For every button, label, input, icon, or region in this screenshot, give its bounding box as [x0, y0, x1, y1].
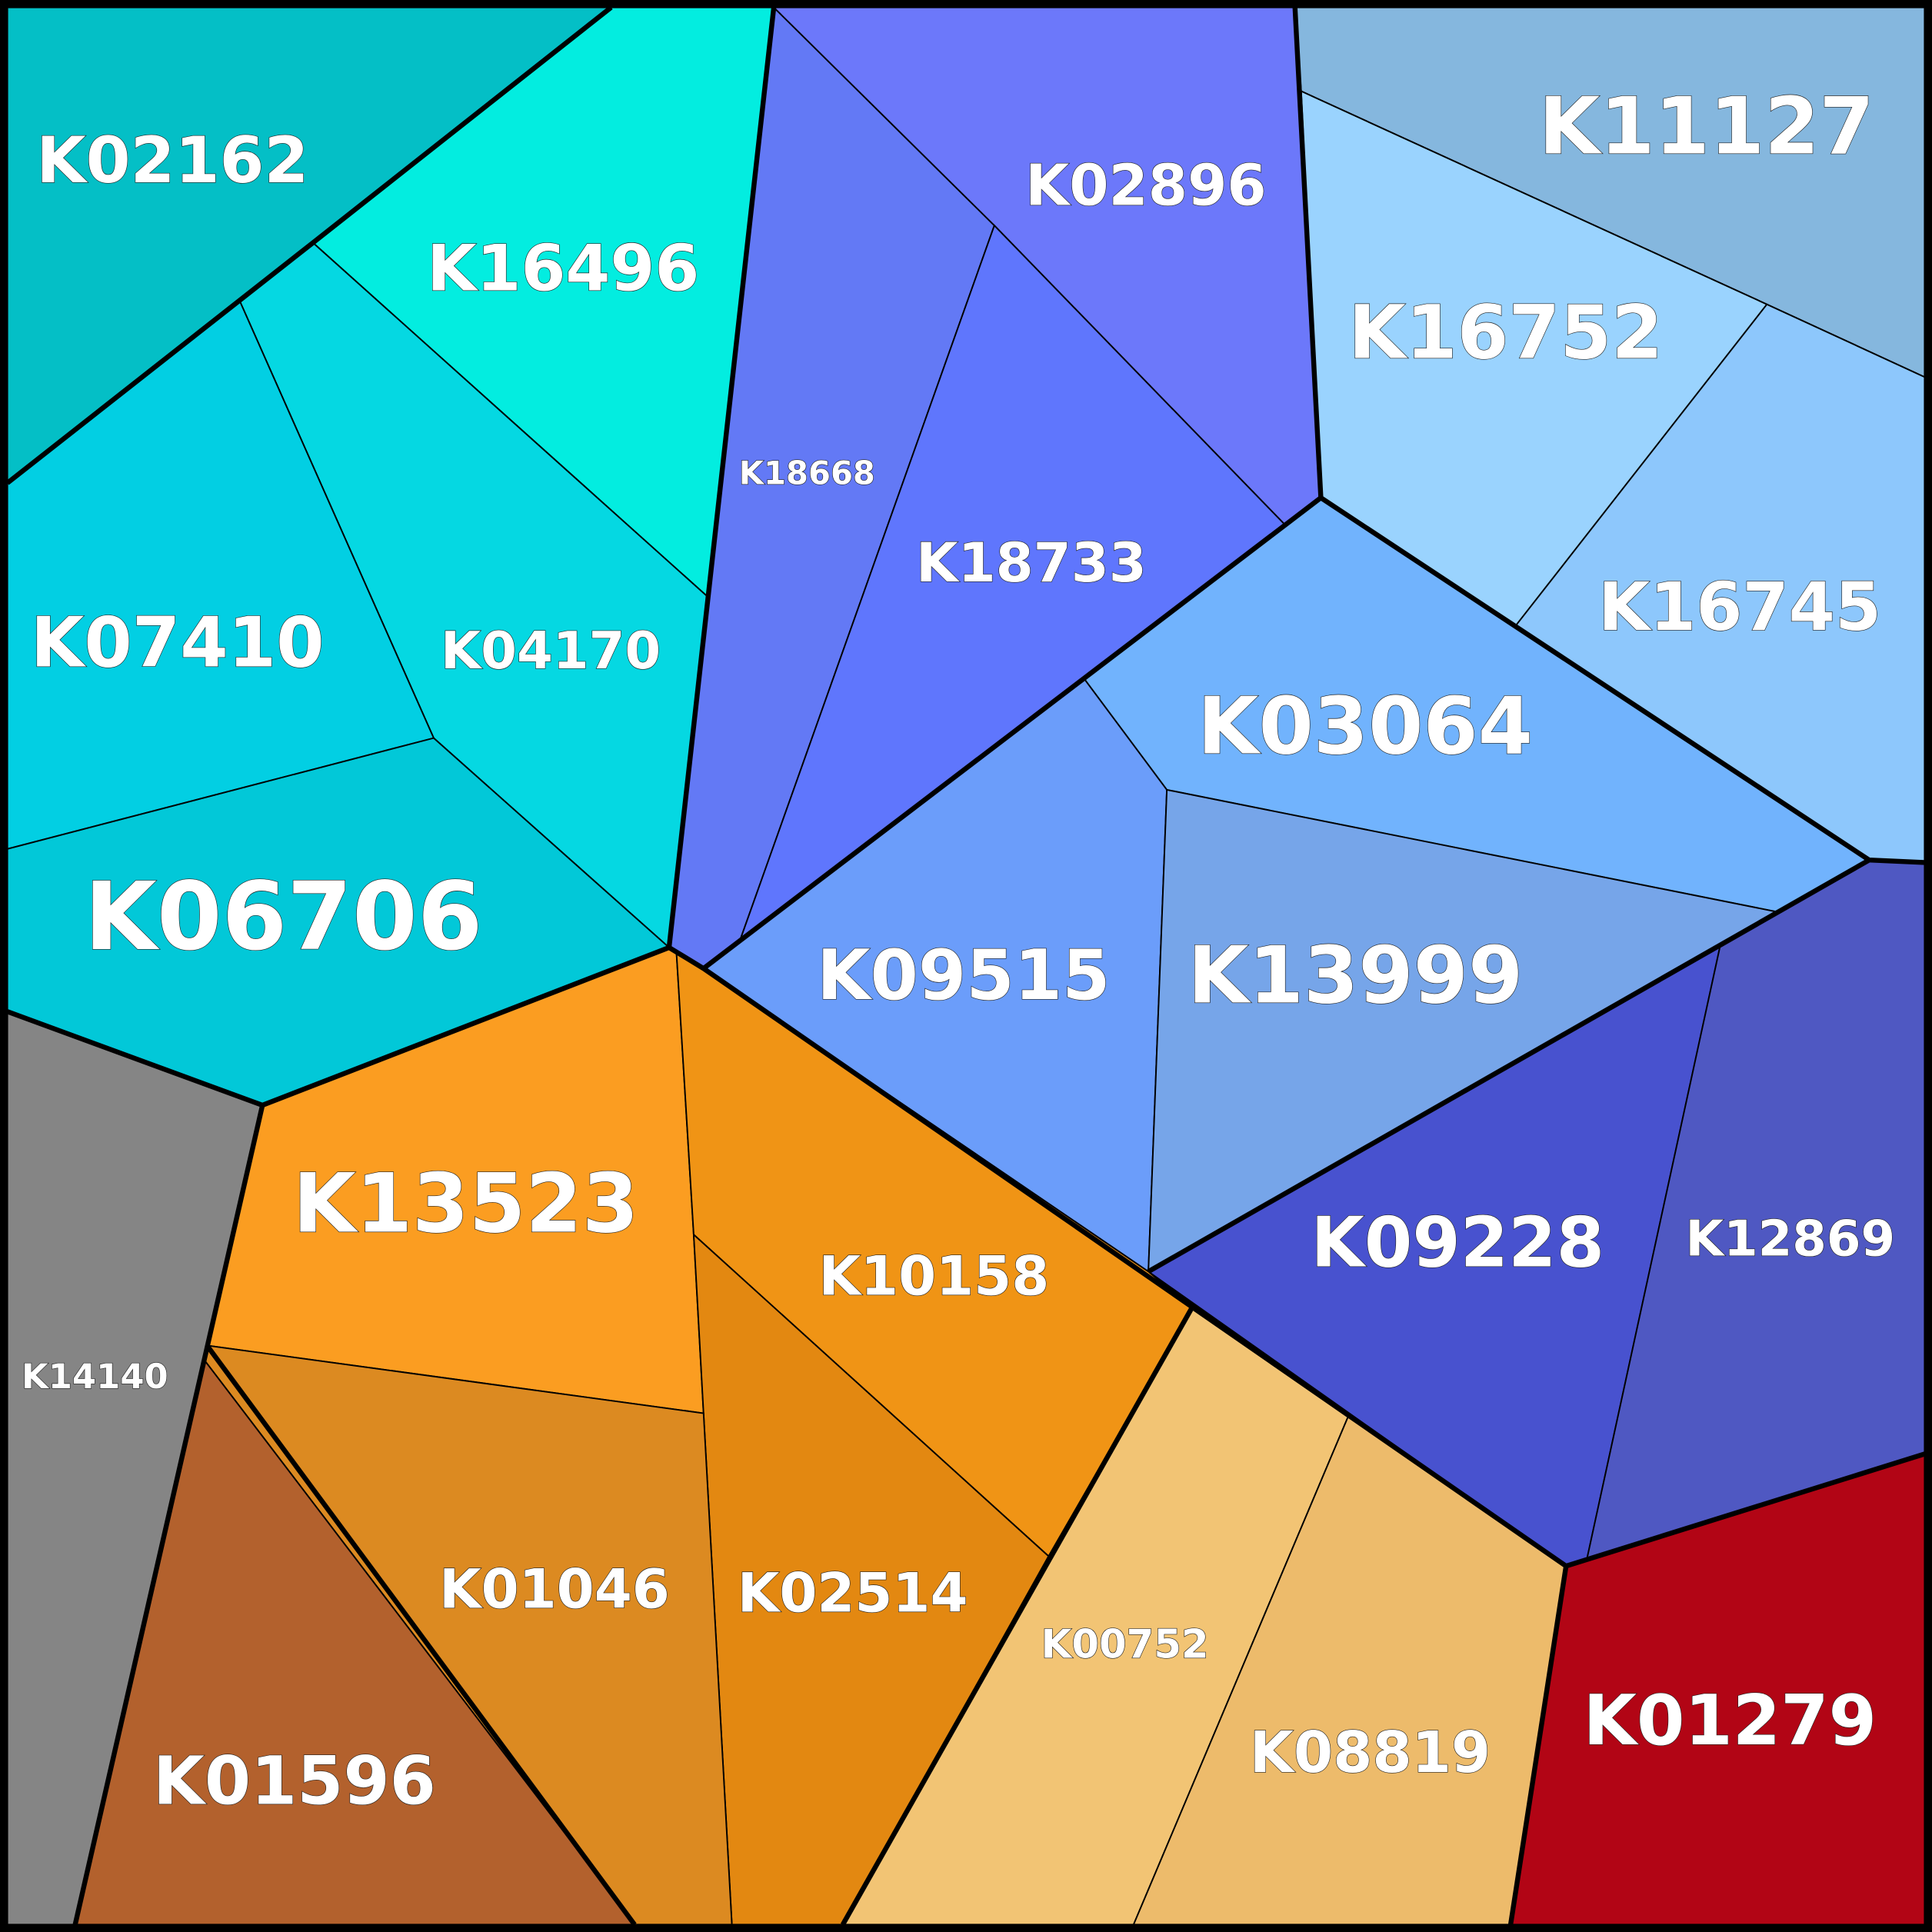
cell-label: K09515	[817, 936, 1111, 1016]
group-border	[72, 1104, 265, 1926]
cell-label: K01046	[439, 1558, 670, 1621]
group-border	[841, 1307, 1194, 1926]
cell-label: K02162	[36, 123, 308, 198]
cell-label: K14140	[22, 1356, 168, 1397]
cell-label: K08819	[1250, 1720, 1491, 1786]
group-border	[205, 1344, 637, 1927]
cell-label: K07410	[31, 603, 325, 683]
cell-label: K01279	[1583, 1681, 1877, 1761]
cell-label: K00752	[1041, 1622, 1209, 1668]
cell-label: K10158	[818, 1245, 1049, 1308]
group-border	[1147, 858, 1870, 1274]
group-border	[1292, 7, 1925, 865]
cell-label: K13523	[293, 1157, 639, 1251]
cell-label: K18668	[739, 455, 875, 492]
cell-label: K12869	[1685, 1211, 1895, 1268]
cells	[6, 5, 1926, 1926]
labels: K02162 K16496 K04170 K07410 K06706 K18668 K028…	[21, 81, 1895, 1820]
cell-label: K04170	[441, 621, 661, 681]
group-border	[668, 945, 1569, 1925]
cell-label: K09228	[1311, 1203, 1604, 1283]
group-border	[1565, 1451, 1926, 1569]
group-border	[5, 5, 613, 485]
group-borders	[5, 5, 1926, 1927]
group-border	[701, 495, 1323, 971]
cell-label: K16496	[427, 232, 699, 306]
group-border	[6, 7, 777, 1108]
cell-label: K06706	[85, 862, 483, 971]
cell-label: K02514	[738, 1561, 968, 1624]
cell-label: K03064	[1198, 681, 1533, 773]
cell-label: K18733	[916, 531, 1147, 595]
cell-label: K11127	[1539, 82, 1874, 173]
cell-label: K01596	[153, 1744, 436, 1820]
cell-label: K02896	[1025, 153, 1266, 218]
cell-label: K13999	[1188, 930, 1523, 1021]
cell-label: K16752	[1348, 290, 1663, 376]
cell-label: K16745	[1598, 569, 1881, 646]
